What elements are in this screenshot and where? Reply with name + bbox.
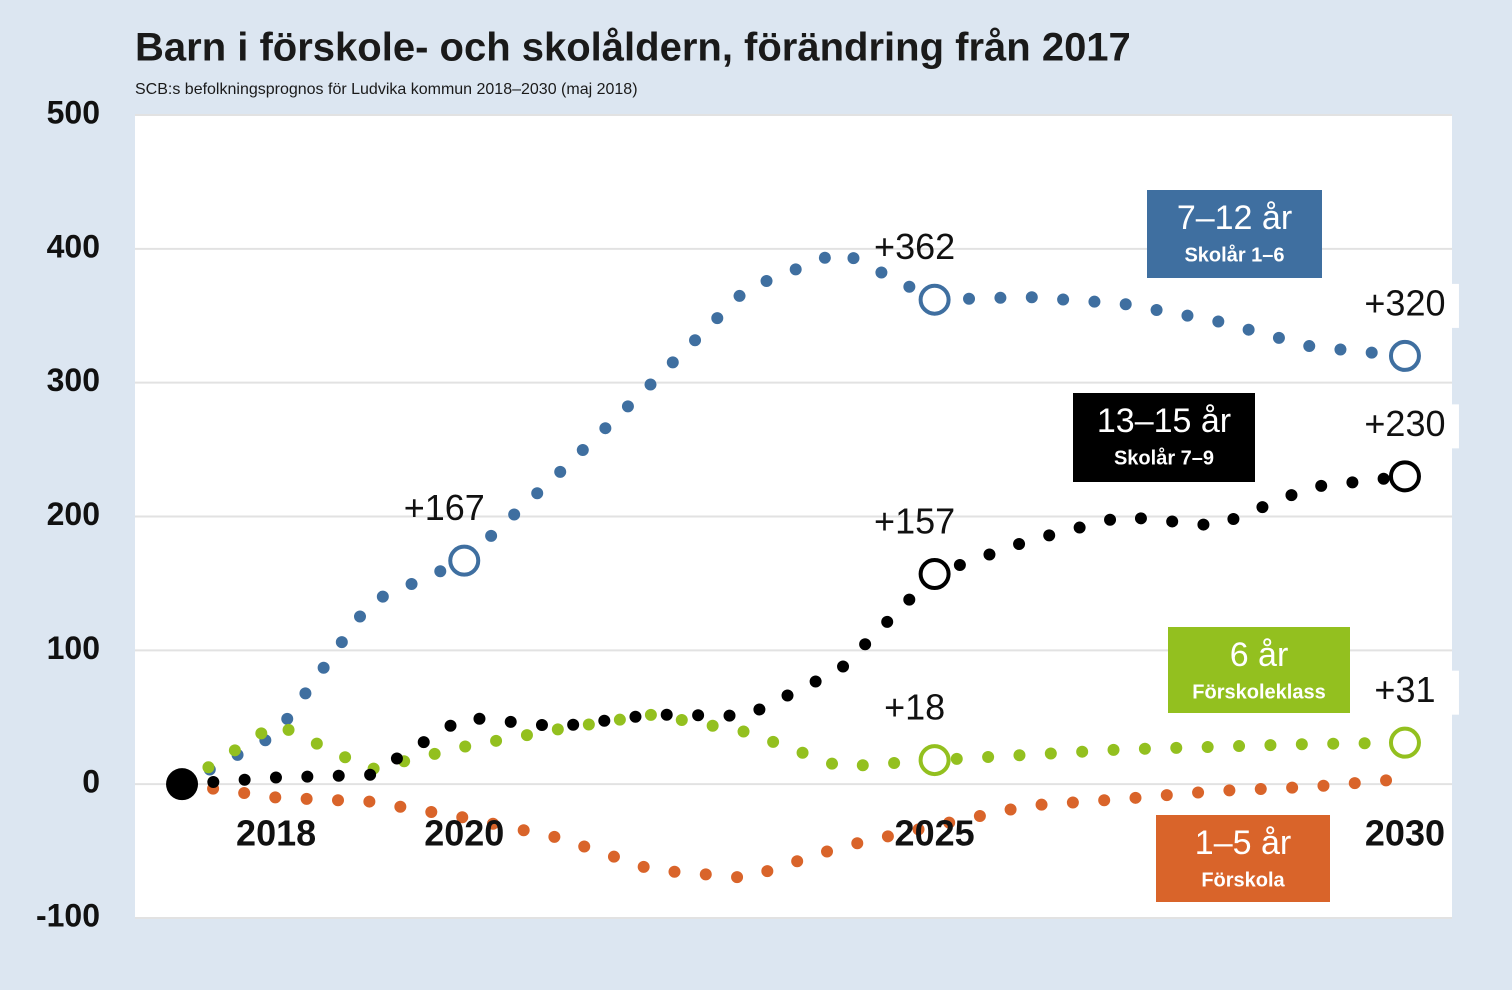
x-tick-label: 2025 [895, 813, 975, 854]
y-tick-label: 500 [47, 94, 100, 130]
label-background [1352, 404, 1459, 449]
series-line [176, 772, 1411, 884]
x-tick-label: 2030 [1365, 813, 1445, 854]
value-label: +18 [884, 687, 945, 728]
legend-sublabel: Skolår 1–6 [1184, 243, 1284, 266]
highlight-marker [918, 558, 951, 591]
value-label: +230 [1364, 403, 1445, 444]
legend-label: 1–5 år [1195, 824, 1291, 862]
series-line [176, 470, 1411, 791]
x-tick-label: 2018 [236, 813, 316, 854]
highlight-marker [1388, 339, 1421, 372]
highlight-marker [918, 744, 951, 777]
x-tick-label: 2020 [424, 813, 504, 854]
y-tick-label: 200 [47, 496, 100, 532]
y-tick-label: -100 [36, 897, 100, 933]
y-tick-label: 0 [82, 764, 100, 800]
label-background [1352, 670, 1459, 715]
value-label: +31 [1374, 669, 1435, 710]
series-label-box [1147, 190, 1322, 278]
legend-label: 13–15 år [1097, 402, 1231, 440]
series-line [176, 244, 1411, 791]
y-tick-label: 100 [47, 630, 100, 666]
value-label: +167 [404, 487, 485, 528]
highlight-marker [448, 544, 481, 577]
series-label-box [1168, 627, 1350, 713]
legend-label: 6 år [1230, 636, 1289, 674]
legend-sublabel: Skolår 7–9 [1114, 446, 1214, 469]
value-label: +362 [874, 226, 955, 267]
series-label-box [1156, 815, 1330, 902]
highlight-marker [1388, 460, 1421, 493]
legend-sublabel: Förskola [1201, 869, 1285, 891]
highlight-marker [1388, 726, 1421, 759]
legend-sublabel: Förskoleklass [1192, 681, 1325, 703]
chart-title: Barn i förskole- och skolåldern, förändr… [135, 26, 1131, 70]
origin-marker [166, 768, 199, 801]
y-tick-label: 300 [47, 362, 100, 398]
chart-subtitle: SCB:s befolkningsprognos för Ludvika kom… [135, 81, 638, 98]
highlight-marker [918, 283, 951, 316]
legend-label: 7–12 år [1177, 199, 1292, 237]
label-background [1352, 283, 1459, 328]
series-label-box [1073, 393, 1255, 482]
value-label: +157 [874, 501, 955, 542]
value-label: +320 [1364, 282, 1445, 323]
y-tick-label: 400 [47, 228, 100, 264]
